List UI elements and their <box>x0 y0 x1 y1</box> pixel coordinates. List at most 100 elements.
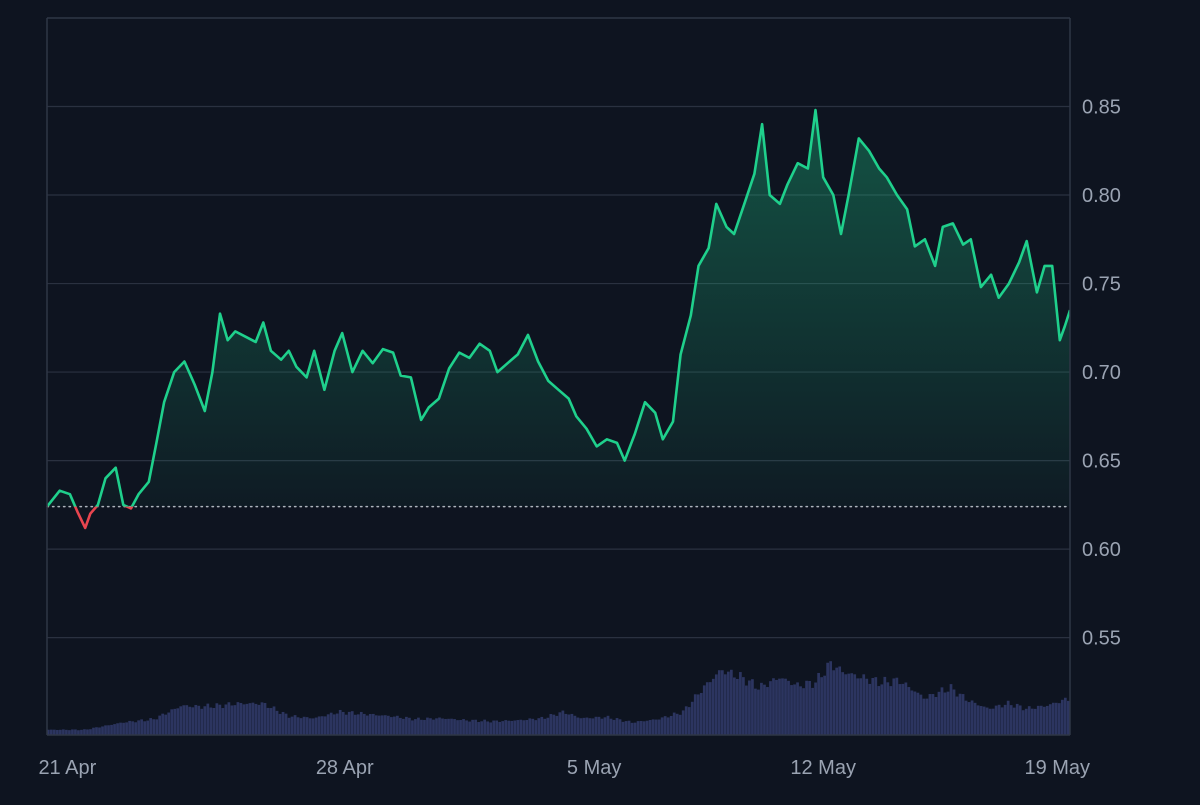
volume-bar <box>723 674 727 735</box>
volume-bar <box>59 729 62 735</box>
volume-bar <box>275 710 279 735</box>
volume-bar <box>982 706 986 735</box>
volume-bar <box>952 689 956 735</box>
volume-bar <box>690 701 694 735</box>
volume-bar <box>263 702 267 735</box>
volume-bar <box>546 717 550 735</box>
volume-bar <box>763 684 766 735</box>
y-tick-label: 0.70 <box>1082 362 1121 384</box>
volume-bar <box>311 718 315 735</box>
volume-bar <box>1009 705 1013 735</box>
volume-bar <box>377 715 381 735</box>
volume-bar <box>904 682 908 735</box>
volume-bar <box>826 662 829 735</box>
volume-bar <box>693 694 697 735</box>
volume-bar <box>420 719 423 735</box>
volume-bar <box>901 683 905 735</box>
volume-bar <box>675 713 679 735</box>
volume-bar <box>47 729 50 735</box>
volume-bar <box>757 689 760 735</box>
price-line-up <box>47 108 1070 507</box>
volume-bar <box>347 711 351 735</box>
volume-bar <box>621 721 625 735</box>
volume-bar <box>907 687 911 735</box>
volume-bar <box>257 704 261 735</box>
volume-bar <box>549 714 553 735</box>
volume-bar <box>573 715 577 735</box>
volume-bar <box>531 718 535 735</box>
volume-bar <box>80 729 83 735</box>
volume-bar <box>326 714 330 735</box>
volume-bar <box>784 678 787 735</box>
volume-bar <box>1030 708 1034 735</box>
volume-bar <box>1021 710 1025 735</box>
volume-bar <box>877 686 881 735</box>
volume-bar <box>86 729 89 735</box>
volume-bar <box>158 715 162 735</box>
volume-bar <box>799 686 802 735</box>
volume-bar <box>525 720 529 735</box>
volume-bar <box>74 729 77 735</box>
volume-bar <box>516 720 520 735</box>
volume-bar <box>510 720 514 735</box>
volume-bar <box>1057 703 1061 735</box>
volume-bar <box>432 719 435 735</box>
volume-bar <box>585 717 589 735</box>
volume-bar <box>943 692 947 735</box>
volume-bar <box>92 727 95 735</box>
volume-bar <box>781 678 784 735</box>
volume-bar <box>967 702 971 735</box>
volume-bar <box>287 717 291 735</box>
volume-bar <box>627 720 631 735</box>
volume-bar <box>441 718 444 735</box>
volume-bar <box>98 727 101 735</box>
volume-bar <box>892 678 896 735</box>
volume-bar <box>221 708 225 735</box>
volume-bar <box>302 716 306 735</box>
volume-bar <box>335 713 339 735</box>
volume-bar <box>146 720 149 735</box>
volume-bar <box>1018 705 1022 735</box>
volume-bar <box>149 718 153 735</box>
volume-bar <box>1024 708 1028 735</box>
volume-bar <box>940 687 944 735</box>
volume-bar <box>835 667 839 735</box>
volume-bar <box>775 679 778 735</box>
volume-bar <box>850 673 854 735</box>
volume-bar <box>383 715 387 735</box>
volume-bar <box>131 721 134 735</box>
volume-bar <box>293 715 297 735</box>
volume-bar <box>829 661 833 735</box>
volume-bar <box>152 719 156 735</box>
volume-bar <box>1006 700 1010 735</box>
volume-bar <box>203 706 207 735</box>
volume-bar <box>224 704 228 735</box>
volume-bar <box>657 719 661 735</box>
volume-bar <box>269 708 273 735</box>
volume-bar <box>374 715 378 735</box>
volume-bar <box>501 721 505 735</box>
volume-bar <box>802 688 805 735</box>
volume-bar <box>83 729 86 735</box>
volume-bar <box>733 677 736 735</box>
volume-bar <box>320 716 324 735</box>
volume-bar <box>513 720 517 735</box>
volume-bar <box>483 719 486 735</box>
x-tick-label: 19 May <box>1024 757 1090 779</box>
volume-bar <box>119 722 122 735</box>
volume-bar <box>323 716 327 735</box>
volume-bar <box>618 719 622 735</box>
volume-bar <box>973 702 977 735</box>
volume-bar <box>191 707 195 735</box>
volume-bar <box>871 678 875 735</box>
volume-bar <box>796 682 799 735</box>
volume-bar <box>660 717 664 735</box>
volume-bar <box>176 708 180 735</box>
volume-bar <box>185 705 189 735</box>
volume-bar <box>1054 702 1058 735</box>
volume-bar <box>925 698 929 735</box>
volume-bar <box>182 705 186 735</box>
volume-bar <box>179 706 183 735</box>
